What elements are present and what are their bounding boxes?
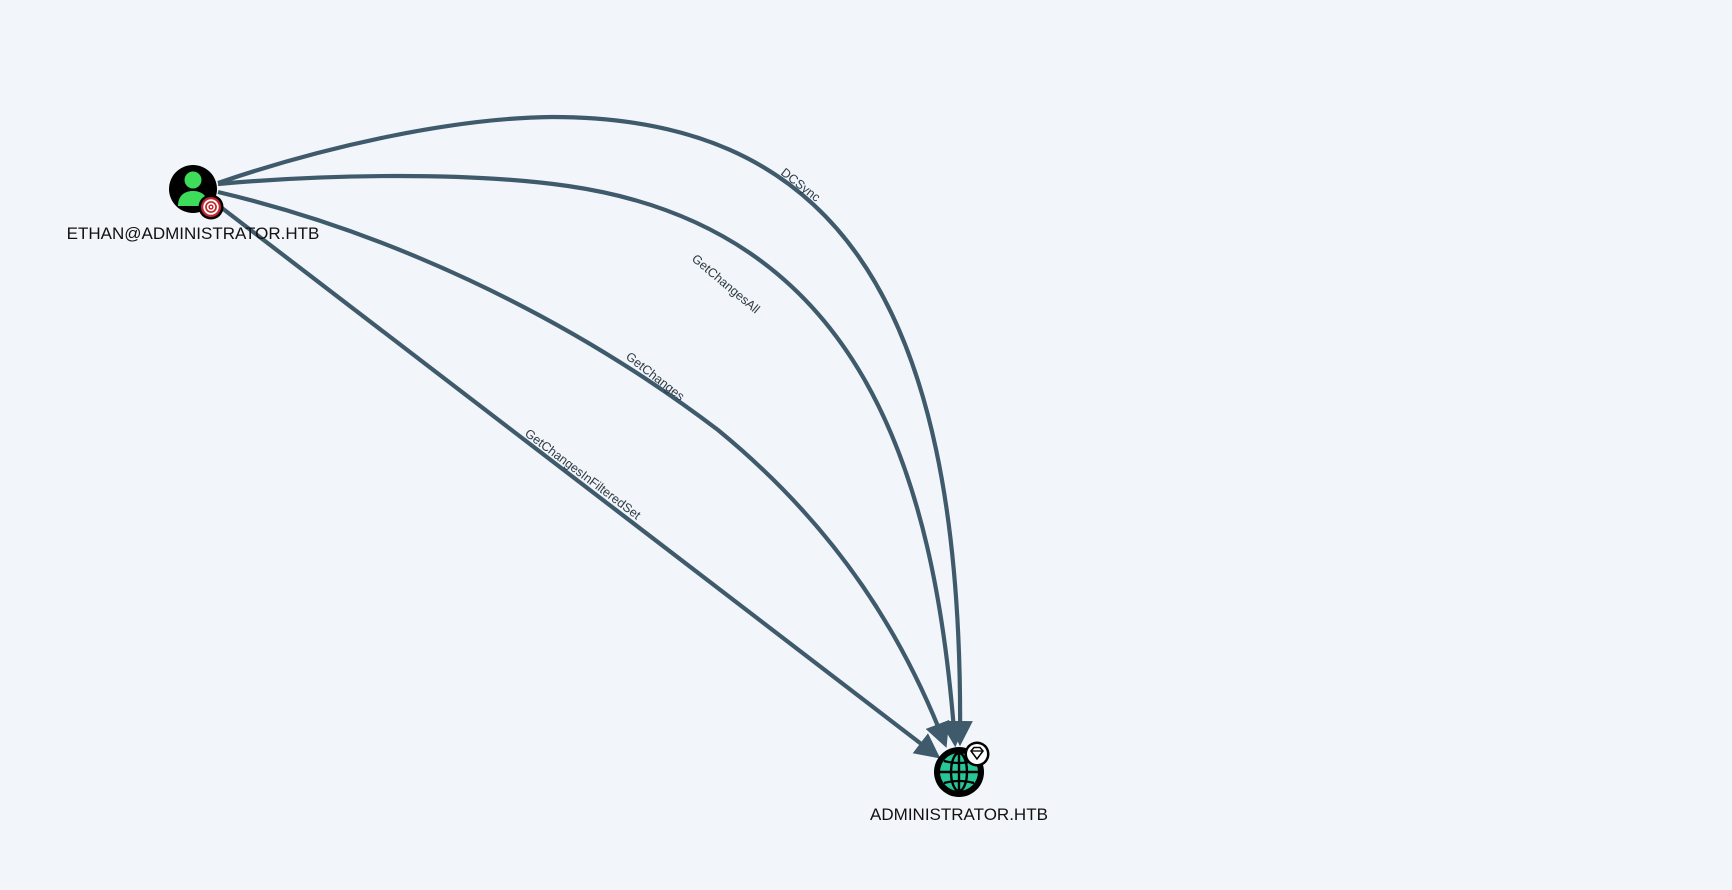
domain-node-label: ADMINISTRATOR.HTB [870,805,1048,824]
user-node[interactable]: ETHAN@ADMINISTRATOR.HTB [67,165,320,243]
edge-getchangesinfilteredset[interactable] [218,205,937,756]
edge-label-dcsync: DCSync [778,165,823,204]
edges [218,117,960,756]
edge-label-getchangesall: GetChangesAll [689,252,762,317]
edge-getchangesall[interactable] [218,176,955,743]
high-value-gem-icon [965,742,990,767]
edge-labels: DCSync GetChangesAll GetChanges GetChang… [522,165,823,522]
edge-label-getchanges: GetChanges [623,349,687,403]
edge-dcsync[interactable] [218,117,960,742]
owned-target-icon [199,195,224,220]
edge-label-getchangesinfilteredset: GetChangesInFilteredSet [522,426,643,522]
user-node-label: ETHAN@ADMINISTRATOR.HTB [67,224,320,243]
domain-node[interactable]: ADMINISTRATOR.HTB [870,742,1048,825]
